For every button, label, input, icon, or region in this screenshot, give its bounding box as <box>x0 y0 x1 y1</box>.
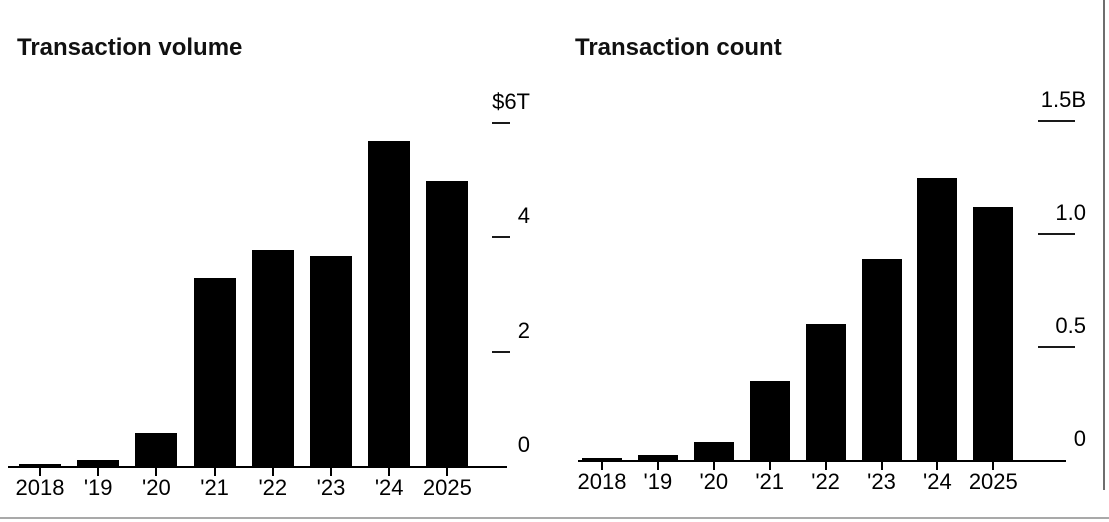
x-axis-label: '24 <box>374 475 404 500</box>
y-axis-label: 4 <box>517 203 530 229</box>
x-axis-label: '22 <box>258 475 288 500</box>
bar-24 <box>368 140 411 466</box>
y-axis-tick-dash <box>1038 233 1075 235</box>
x-axis-tick <box>712 462 715 470</box>
bar-2018 <box>19 463 61 466</box>
y-axis-label: 0.5 <box>1055 313 1086 338</box>
right-edge-divider <box>1103 0 1105 490</box>
bar-22 <box>805 324 846 460</box>
x-axis-tick <box>768 462 771 470</box>
x-axis-tick <box>824 462 827 470</box>
bar-23 <box>310 255 352 466</box>
x-axis-label: '21 <box>755 469 785 494</box>
x-axis-label: 2018 <box>577 469 627 494</box>
y-axis-label: 0 <box>517 432 530 457</box>
x-axis-tick <box>388 468 391 476</box>
y-axis-tick-dash <box>492 122 510 124</box>
y-axis-label: 2 <box>517 317 530 343</box>
y-axis-tick-dash <box>1038 120 1075 122</box>
y-axis-label: 0 <box>1073 426 1086 451</box>
bar-20 <box>693 441 734 460</box>
chart-title-transaction-volume: Transaction volume <box>17 34 243 61</box>
x-axis-label: 2018 <box>15 475 65 500</box>
bar-2018 <box>582 457 622 460</box>
y-axis-tick-dash <box>1038 346 1075 348</box>
x-axis-label: '22 <box>811 469 840 494</box>
bar-2025 <box>426 180 469 466</box>
x-axis-tick <box>446 468 449 476</box>
x-axis-tick <box>271 468 274 476</box>
x-axis-line <box>8 466 507 468</box>
x-axis-tick <box>656 462 659 470</box>
bar-22 <box>251 250 294 466</box>
x-axis-tick <box>992 462 995 470</box>
x-axis-tick <box>97 468 100 476</box>
bottom-rule <box>0 517 1109 519</box>
bar-19 <box>77 459 120 466</box>
x-axis-tick <box>330 468 332 476</box>
x-axis-tick <box>39 468 41 476</box>
y-axis-label: 1.5B <box>1040 87 1086 112</box>
y-axis-tick-dash <box>492 236 510 239</box>
bar-21 <box>193 278 236 466</box>
y-axis-label: $6T <box>492 89 530 114</box>
bar-20 <box>135 433 178 466</box>
x-axis-label: '19 <box>643 469 673 494</box>
x-axis-label: '21 <box>200 475 229 500</box>
x-axis-tick <box>880 462 883 470</box>
x-axis-label: '24 <box>923 469 952 494</box>
bar-2025 <box>973 206 1014 460</box>
x-axis-tick <box>601 462 603 470</box>
bar-21 <box>749 380 790 460</box>
x-axis-label: 2025 <box>422 475 472 500</box>
x-axis-label: 2025 <box>968 469 1018 494</box>
y-axis-tick-dash <box>492 350 510 353</box>
bar-19 <box>637 455 678 460</box>
bar-23 <box>861 258 902 460</box>
x-axis-tick <box>213 468 216 476</box>
x-axis-tick <box>936 462 939 470</box>
x-axis-tick <box>155 468 158 476</box>
bar-24 <box>917 177 958 460</box>
x-axis-label: '20 <box>142 475 171 500</box>
x-axis-label: '23 <box>316 475 346 500</box>
y-axis-label: 1.0 <box>1055 200 1086 225</box>
x-axis-line <box>578 460 1066 462</box>
x-axis-label: '20 <box>699 469 729 494</box>
chart-title-transaction-count: Transaction count <box>575 34 782 61</box>
x-axis-label: '23 <box>867 469 896 494</box>
x-axis-label: '19 <box>83 475 113 500</box>
